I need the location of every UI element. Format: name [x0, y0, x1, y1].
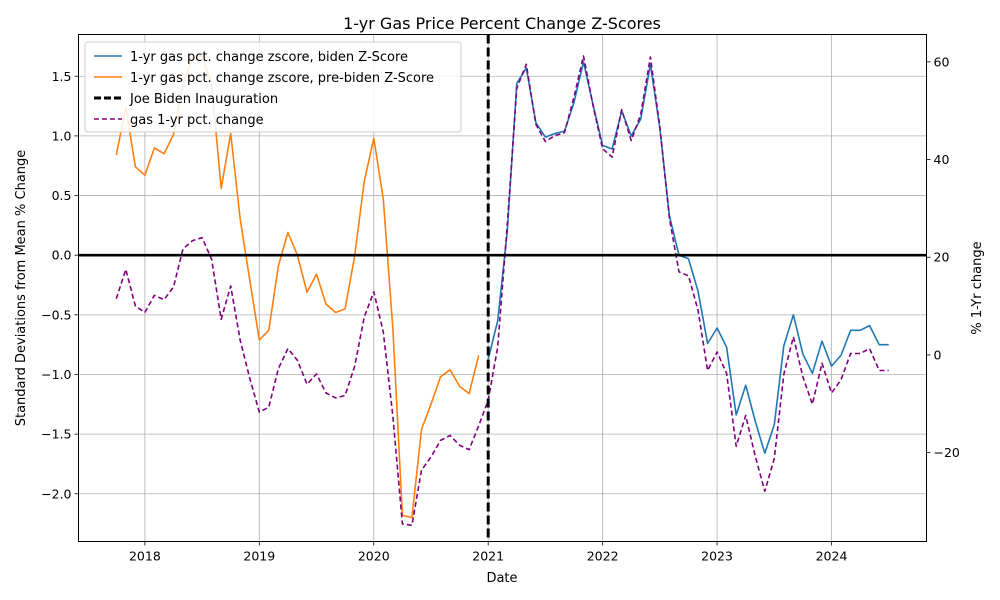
x-tick-label: 2023: [701, 549, 733, 564]
x-tick-label: 2022: [587, 549, 619, 564]
y-tick-label: −0.5: [41, 307, 71, 322]
y2-tick-label: 40: [934, 152, 950, 167]
y2-axis-label: % 1-Yr change: [970, 241, 985, 334]
y-axis-label: Standard Deviations from Mean % Change: [14, 150, 29, 427]
legend-box: [84, 41, 462, 133]
x-tick-label: 2024: [816, 549, 848, 564]
y-axis-left: 1.5 1.0 0.5 0.0 −0.5 −1.0 −1.5 −2.0: [41, 69, 79, 501]
x-axis-label: Date: [486, 571, 517, 586]
x-tick-label: 2019: [243, 549, 275, 564]
chart-title: 1-yr Gas Price Percent Change Z-Scores: [343, 14, 661, 33]
plot-area: [78, 34, 927, 542]
y2-tick-label: 0: [934, 347, 942, 362]
series-gas-pct-change-line: [115, 55, 889, 527]
y-axis-right: 60 40 20 0 −20: [926, 54, 960, 460]
legend: 1-yr gas pct. change zscore, biden Z-Sco…: [84, 41, 462, 133]
x-tick-label: 2018: [129, 549, 161, 564]
y2-tick-label: 60: [934, 54, 950, 69]
y2-tick-label: 20: [934, 250, 950, 265]
y-tick-label: 0.0: [52, 248, 72, 263]
x-tick-label: 2020: [358, 549, 390, 564]
y-tick-label: −1.0: [41, 367, 71, 382]
legend-label-inauguration: Joe Biden Inauguration: [129, 92, 278, 107]
legend-label-biden-zscore: 1-yr gas pct. change zscore, biden Z-Sco…: [130, 50, 408, 65]
plot-frame: [78, 34, 927, 542]
legend-label-pre-biden-zscore: 1-yr gas pct. change zscore, pre-biden Z…: [130, 71, 434, 86]
y2-tick-label: −20: [934, 445, 960, 460]
legend-label-gas-pct-change: gas 1-yr pct. change: [130, 113, 264, 128]
y-tick-label: −2.0: [41, 486, 71, 501]
series-biden-zscore-line: [487, 61, 889, 455]
y-tick-label: 1.5: [52, 69, 72, 84]
x-axis: 2018 2019 2020 2021 2022 2023 2024: [129, 541, 848, 564]
y-tick-label: −1.5: [41, 427, 71, 442]
x-tick-label: 2021: [472, 549, 504, 564]
y-tick-label: 0.5: [52, 188, 72, 203]
y-tick-label: 1.0: [52, 128, 72, 143]
